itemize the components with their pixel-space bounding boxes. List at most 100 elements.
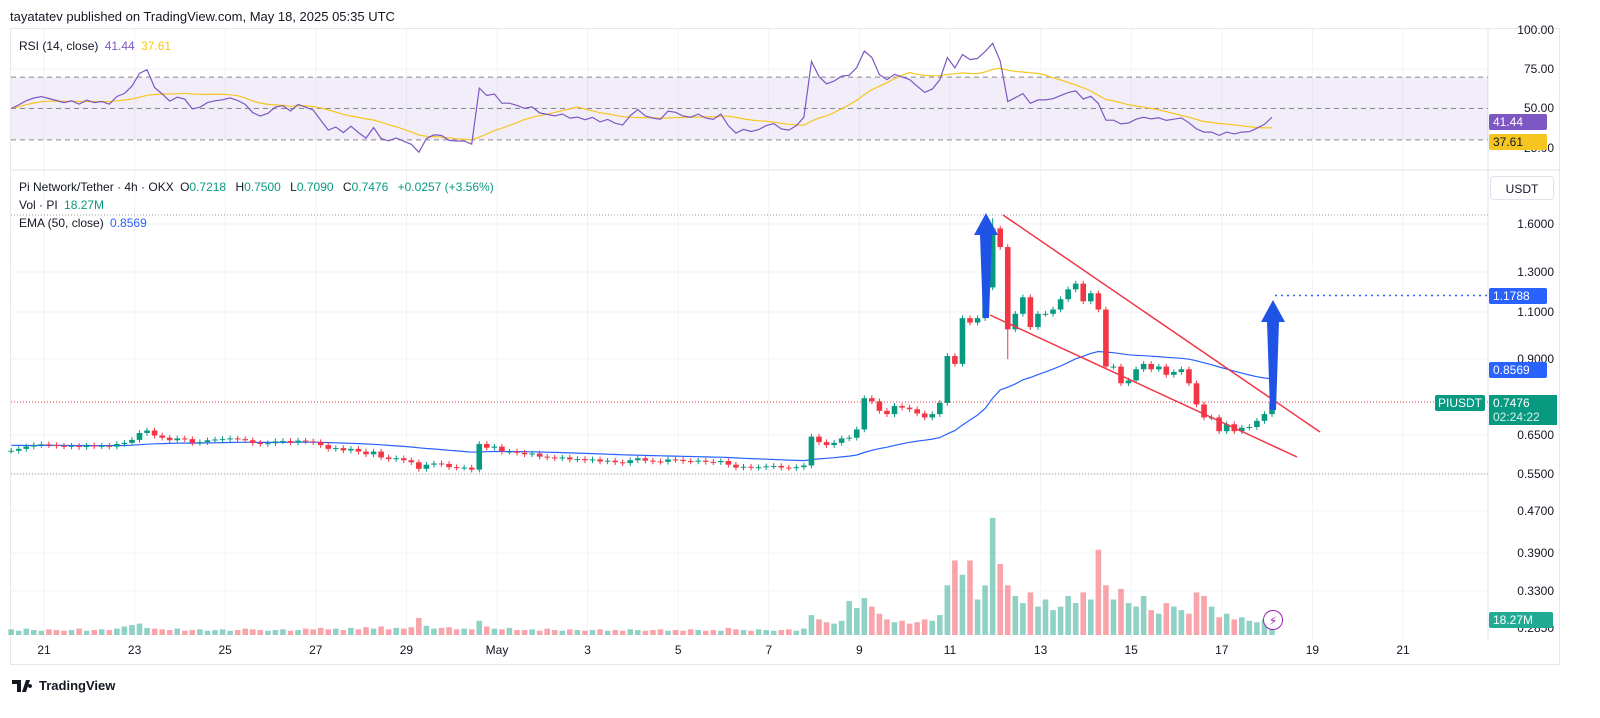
candle-body [204,440,211,443]
time-axis-label: 29 [399,643,414,657]
candle-body [227,438,233,440]
candle-body [929,414,936,418]
candle-body [23,446,30,449]
volume-bar [740,630,747,635]
candle-body [249,440,256,443]
volume-bar [423,625,430,635]
candle-body [159,435,165,438]
candle-body [151,430,158,436]
candle-body [265,443,271,445]
volume-bar [869,606,875,635]
volume-bar [23,628,30,635]
time-axis-label: 3 [584,643,591,657]
candle-body [906,407,913,410]
volume-bar [521,630,528,635]
candle-body [340,448,347,451]
candle-body [499,446,505,452]
candle-body [76,445,82,447]
candle-body [506,451,513,453]
volume-bar [778,630,785,635]
volume-bar [733,629,739,635]
candle-body [121,442,128,444]
volume-tag: 18.27M [1489,612,1553,628]
ema-price-tag: 0.8569 [1489,362,1547,378]
candle-body [725,461,732,465]
candle-body [702,460,709,462]
candle-body [597,459,603,462]
volume-bar [861,598,868,635]
candle-body [521,452,528,455]
candle-body [801,465,807,468]
candle-body [937,402,943,415]
candle-body [1246,426,1253,428]
tradingview-logo[interactable]: TradingView [12,678,115,693]
volume-bar [544,628,550,635]
volume-bar [1246,620,1253,635]
candle-body [574,459,581,461]
volume-bar [823,622,830,635]
volume-bar [272,630,279,635]
target-price-tag: 1.1788 [1489,288,1547,304]
volume-bar [76,628,82,635]
lightning-icon[interactable]: ⚡ [1263,610,1283,630]
volume-bar [627,629,634,635]
candle-body [876,401,883,411]
candle-body [83,445,90,447]
candle-body [1261,414,1268,421]
volume-bar [212,630,218,635]
volume-bar [1201,595,1207,635]
time-axis-label: 5 [674,643,682,657]
candle-body [733,464,739,468]
candle-body [234,438,241,440]
volume-bar [763,630,769,635]
candle-body [461,467,467,469]
close-value: 0.7476 [351,180,389,194]
candle-body [642,458,649,461]
volume-bar [604,630,611,635]
candle-body [453,467,460,469]
candle-body [91,445,97,447]
candle-body [914,409,920,414]
candle-body [484,443,490,448]
volume-bar [514,630,520,635]
candle-body [740,466,747,468]
candle-body [257,442,264,444]
volume-bar [234,630,241,635]
volume-legend: Vol · PI 18.27M [19,198,107,212]
candle-body [967,318,973,323]
volume-bar [257,630,264,635]
currency-button[interactable]: USDT [1490,176,1554,200]
volume-bar [363,627,369,635]
volume-bar [91,630,97,635]
candle-body [1042,313,1049,315]
volume-bar [416,617,422,635]
volume-bar [672,630,679,635]
candle-body [378,451,384,458]
volume-bar [1103,585,1109,635]
candle-body [400,458,407,461]
candle-body [325,445,332,449]
volume-bar [438,627,445,635]
candle-body [861,398,868,430]
price-tick: 1.1000 [1517,305,1554,319]
volume-bar [121,626,128,635]
volume-bar [310,629,316,635]
volume-bar [280,629,286,635]
time-axis-label: May [485,643,509,657]
time-axis-label: 23 [127,643,142,657]
volume-bar [31,630,37,635]
symbol-legend: Pi Network/Tether · 4h · OKX O0.7218 H0.… [19,180,497,194]
volume-bar [801,628,807,635]
volume-bar [831,623,837,635]
open-value: 0.7218 [189,180,227,194]
candle-body [808,436,815,466]
volume-bar [914,622,920,635]
candle-body [1080,283,1087,302]
price-tick: 1.6000 [1517,217,1554,231]
volume-bar [1035,606,1041,635]
candle-body [348,448,354,451]
candle-body [1254,420,1260,427]
volume-bar [748,630,754,635]
candle-body [627,460,634,464]
